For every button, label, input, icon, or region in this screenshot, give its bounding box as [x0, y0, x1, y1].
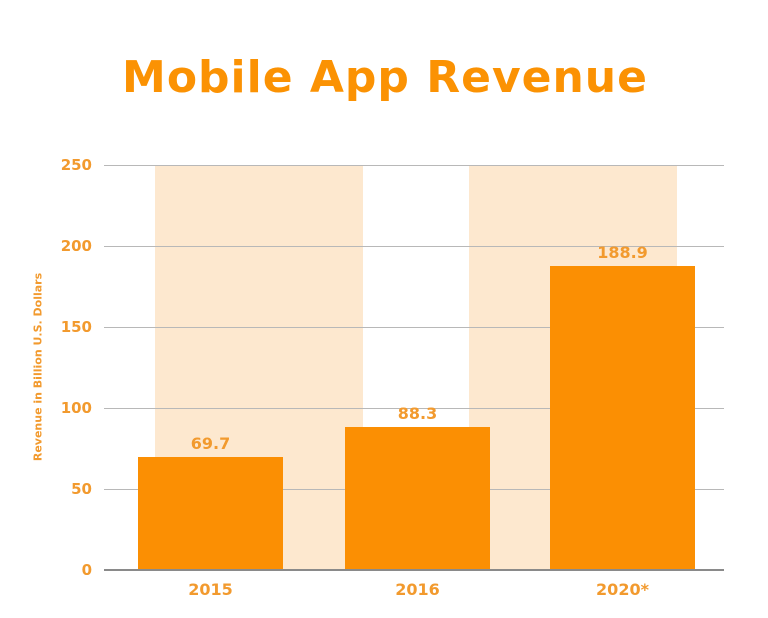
y-tick-50: 50 [71, 480, 92, 498]
x-label-2020: 2020* [596, 580, 649, 599]
x-axis-line [104, 569, 724, 571]
chart-title-text: Mobile App Revenue [122, 52, 648, 103]
value-label-2015: 69.7 [190, 434, 231, 453]
y-tick-150: 150 [60, 318, 92, 336]
value-label-2020: 188.9 [597, 243, 648, 262]
y-tick-200: 200 [60, 237, 92, 255]
x-label-2015: 2015 [188, 580, 233, 599]
bar-2020 [550, 266, 695, 570]
gridline-200 [104, 246, 724, 247]
bar-2016 [345, 427, 490, 570]
gridline-150 [104, 327, 724, 328]
bar-2015 [138, 457, 283, 570]
y-axis-label: Revenue in Billion U.S. Dollars [31, 272, 45, 462]
chart-title: Mobile App Revenue [0, 52, 768, 103]
gridline-250 [104, 165, 724, 166]
x-label-2016: 2016 [395, 580, 440, 599]
y-tick-0: 0 [81, 561, 92, 579]
y-tick-250: 250 [60, 156, 92, 174]
gridline-100 [104, 408, 724, 409]
y-tick-100: 100 [60, 399, 92, 417]
value-label-2016: 88.3 [397, 404, 438, 423]
